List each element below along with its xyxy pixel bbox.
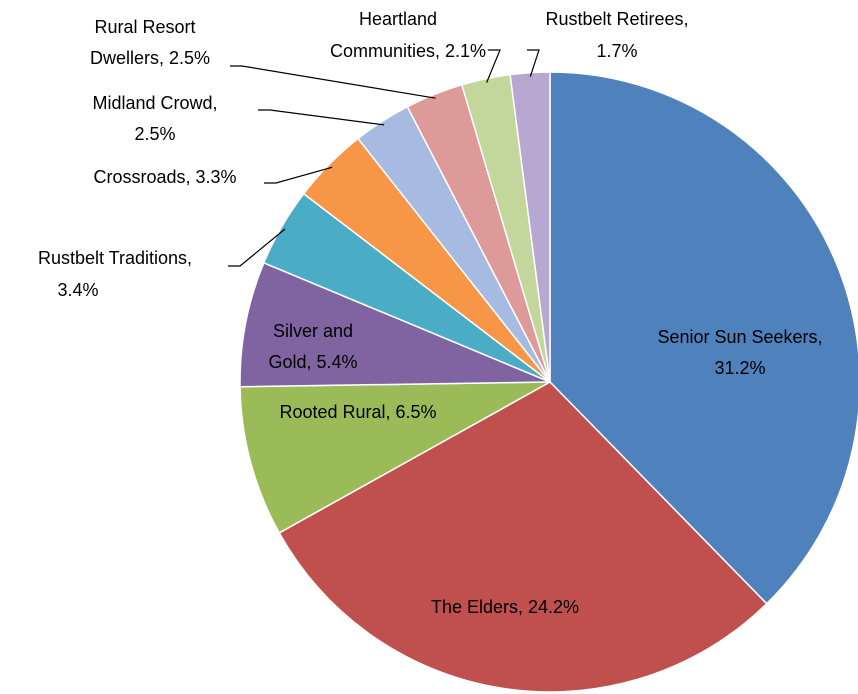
- data-label: Heartland: [359, 9, 437, 29]
- data-label: Midland Crowd,: [92, 93, 217, 113]
- data-label: 1.7%: [596, 41, 637, 61]
- data-label: Rustbelt Retirees,: [545, 9, 688, 29]
- leader-line: [228, 228, 286, 267]
- data-label: Dwellers, 2.5%: [90, 48, 210, 68]
- leader-line: [258, 109, 385, 126]
- data-label: Rustbelt Traditions,: [38, 248, 192, 268]
- leader-line: [264, 166, 333, 184]
- pie-slice: [278, 381, 768, 693]
- pie-slice: [239, 381, 551, 534]
- data-label: 2.5%: [134, 124, 175, 144]
- data-label: The Elders, 24.2%: [431, 597, 579, 617]
- data-label: Rooted Rural, 6.5%: [279, 402, 436, 422]
- data-label: Gold, 5.4%: [268, 352, 357, 372]
- data-label: 3.4%: [57, 280, 98, 300]
- pie-slice: [239, 261, 551, 388]
- data-label: Crossroads, 3.3%: [93, 167, 236, 187]
- data-label: 31.2%: [714, 358, 765, 378]
- data-label: Senior Sun Seekers,: [657, 327, 822, 347]
- pie-slice: [509, 71, 551, 383]
- data-label: Rural Resort: [94, 17, 195, 37]
- leader-line: [486, 49, 501, 83]
- leader-line: [527, 49, 540, 77]
- leader-line: [230, 65, 436, 99]
- pie-slice: [549, 71, 858, 605]
- data-label: Silver and: [273, 321, 353, 341]
- data-label: Communities, 2.1%: [330, 41, 486, 61]
